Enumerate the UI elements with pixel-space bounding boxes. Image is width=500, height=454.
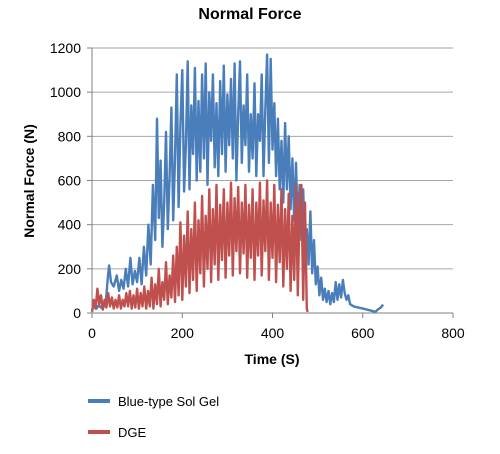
tick-labels: 0 200 400 600 800 0 200 400 600 800 1000 1200 [50,40,465,341]
y-tick-label-200: 200 [58,261,82,277]
legend-swatch-dge [88,430,110,434]
axes [87,47,454,318]
y-axis-label: Normal Force (N) [21,124,37,238]
series-layer [90,53,385,314]
y-tick-label-1000: 1000 [50,84,81,100]
series-line-blue-type-sol-gel [90,53,385,314]
x-tick-label-600: 600 [351,325,375,341]
x-tick-label-200: 200 [171,325,195,341]
x-tick-label-800: 800 [441,325,465,341]
x-axis-label: Time (S) [245,351,300,367]
legend-swatch-blue-sol-gel [88,399,110,403]
legend: Blue-type Sol Gel DGE [88,392,219,454]
chart-title: Normal Force [198,6,302,23]
y-tick-label-0: 0 [73,305,81,321]
series-line-dge [90,179,309,313]
y-tick-label-1200: 1200 [50,40,81,56]
x-tick-label-400: 400 [261,325,285,341]
legend-item-blue-sol-gel: Blue-type Sol Gel [88,392,219,410]
legend-item-dge: DGE [88,423,219,441]
legend-label-dge: DGE [118,424,147,440]
plot-area: 0 200 400 600 800 0 200 400 600 800 1000 1200 Time … [21,40,465,367]
y-tick-label-800: 800 [58,128,82,144]
y-tick-label-600: 600 [58,173,82,189]
legend-label-blue-sol-gel: Blue-type Sol Gel [118,393,220,409]
y-tick-label-400: 400 [58,217,82,233]
x-tick-label-0: 0 [88,325,96,341]
